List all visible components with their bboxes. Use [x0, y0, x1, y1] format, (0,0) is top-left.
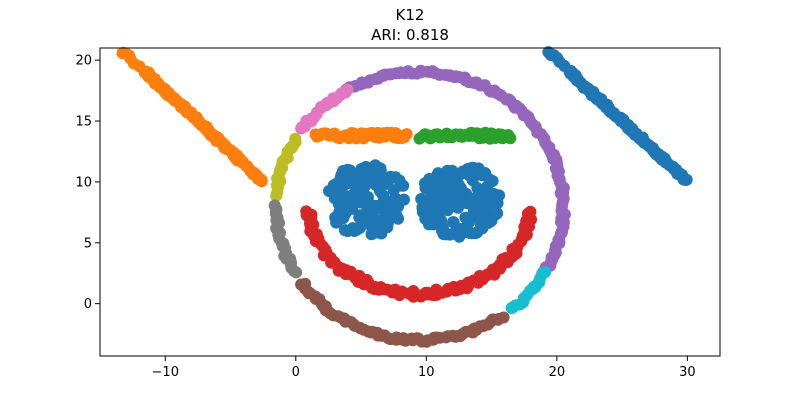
plot-frame: [99, 47, 721, 357]
eye-blobs-point: [446, 164, 459, 177]
eye-blobs-point: [447, 190, 460, 203]
eye-blobs-point: [339, 207, 352, 220]
x-tick-label: 30: [679, 365, 696, 380]
eye-blobs-point: [392, 212, 405, 225]
right-spiral-point: [638, 135, 651, 148]
y-tick-label: 5: [84, 236, 92, 251]
eye-blobs-point: [480, 202, 492, 215]
x-tick-label: 20: [549, 365, 566, 380]
eye-blobs-point: [471, 182, 484, 194]
right-spiral-point: [617, 113, 630, 126]
ring-arc-bottom-point: [497, 311, 510, 324]
ring-arc-lower-left-point: [290, 266, 303, 279]
y-tick-label: 20: [75, 54, 92, 69]
ticks-layer: −10 0 10 20 30 0 5 10 15 20: [75, 54, 695, 380]
smile-point: [521, 207, 534, 220]
eye-blobs-point: [441, 204, 454, 217]
chart-title: K12: [396, 6, 425, 24]
y-tick-label: 15: [75, 115, 92, 130]
eye-blobs-point: [355, 163, 368, 175]
y-tick-label: 0: [84, 297, 92, 312]
eye-blobs-point: [369, 226, 382, 239]
right-spiral-point: [602, 101, 615, 114]
eye-blobs-point: [476, 169, 489, 182]
eye-blobs-point: [386, 196, 399, 209]
eye-blobs-point: [329, 179, 342, 192]
eye-blobs-point: [435, 214, 448, 227]
right-eyebrow-point: [504, 132, 517, 145]
left-eyebrow-point: [400, 128, 413, 141]
left-spiral-point: [213, 135, 226, 148]
ring-arc-left-point: [270, 189, 283, 202]
eye-blobs-point: [452, 178, 465, 191]
eye-blobs-point: [375, 169, 388, 182]
eye-blobs-point: [374, 185, 386, 198]
eye-blobs-point: [426, 187, 439, 199]
y-tick-label: 10: [75, 175, 92, 190]
eye-blobs-point: [441, 173, 453, 186]
eye-blobs-point: [447, 216, 460, 229]
eye-blobs-point: [415, 193, 428, 205]
ring-arc-upper-left-point: [295, 122, 308, 135]
eye-blobs-point: [363, 174, 376, 187]
eye-blobs-point: [456, 165, 469, 178]
eye-blobs-point: [367, 200, 380, 213]
eye-blobs-point: [352, 177, 365, 190]
eye-blobs-point: [351, 222, 364, 234]
eye-blobs-point: [491, 190, 504, 203]
eye-blobs-point: [466, 161, 478, 174]
left-spiral-point: [199, 123, 212, 136]
x-tick-label: −10: [152, 365, 179, 380]
eye-blobs-point: [469, 227, 482, 240]
eye-blobs-point: [478, 191, 491, 204]
right-spiral-point: [542, 46, 555, 59]
eye-blobs-point: [423, 172, 436, 185]
eye-blobs-point: [423, 208, 436, 220]
eye-blobs-point: [337, 165, 349, 177]
chart-subtitle: ARI: 0.818: [371, 26, 449, 44]
right-spiral-point: [582, 82, 595, 95]
eye-blobs-point: [437, 228, 450, 240]
eye-blobs-point: [393, 174, 406, 187]
eye-blobs-point: [353, 209, 366, 222]
eye-blobs-point: [460, 226, 473, 239]
left-spiral-point: [116, 47, 129, 60]
eye-blobs-point: [380, 212, 393, 225]
x-tick-label: 0: [292, 365, 300, 380]
eye-blobs-point: [341, 225, 354, 238]
eye-blobs-point: [369, 159, 382, 172]
points-layer: [116, 46, 693, 348]
eye-blobs-point: [398, 193, 410, 206]
left-spiral-point: [178, 101, 191, 114]
eye-blobs-point: [381, 221, 394, 234]
x-tick-label: 10: [418, 365, 435, 380]
eye-blobs-point: [343, 177, 356, 190]
eye-blobs-point: [462, 212, 475, 225]
eye-blobs-point: [481, 180, 494, 193]
eye-blobs-point: [469, 199, 482, 212]
eye-blobs-point: [485, 214, 498, 227]
eye-blobs-point: [449, 226, 462, 239]
ring-arc-lower-right-point: [538, 266, 551, 279]
